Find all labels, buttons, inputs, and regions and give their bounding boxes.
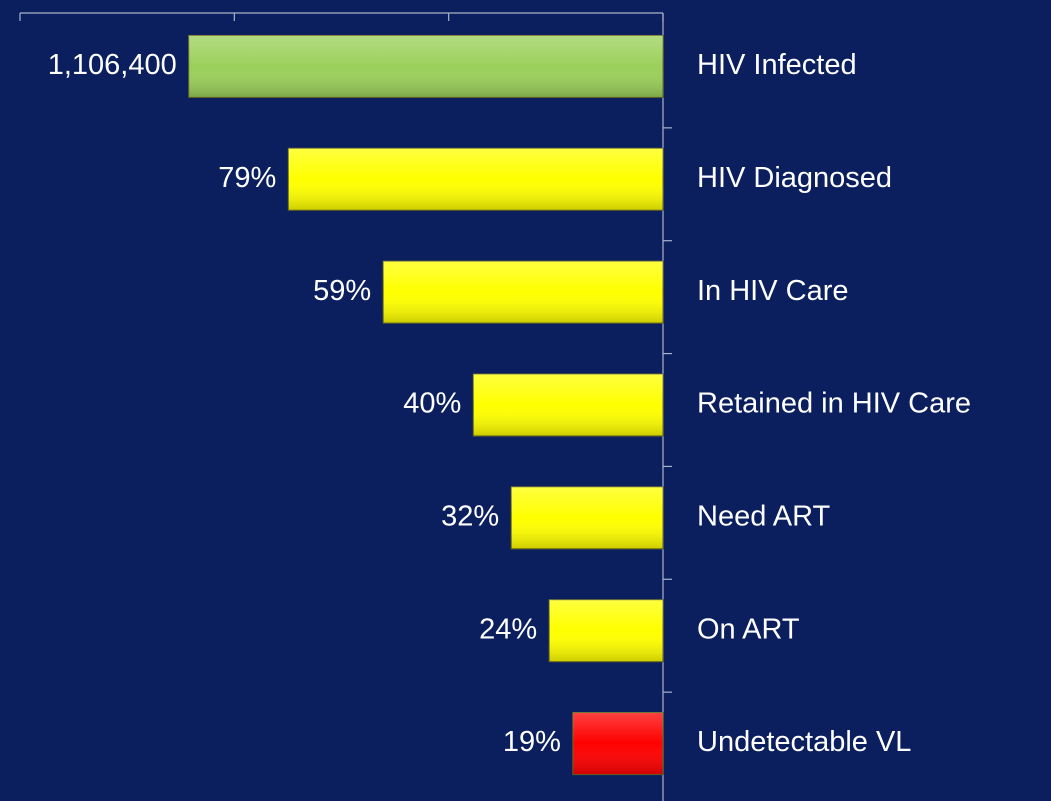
value-label: 79% <box>218 162 276 194</box>
bar-shade <box>288 148 663 211</box>
bar-shade <box>383 261 663 324</box>
category-label: HIV Diagnosed <box>697 162 892 194</box>
bar-shade <box>549 599 663 662</box>
category-label: In HIV Care <box>697 275 849 307</box>
value-label: 59% <box>313 275 371 307</box>
bar-shade <box>473 374 663 436</box>
value-label: 32% <box>441 501 499 533</box>
category-label: Need ART <box>697 501 831 533</box>
bar-shade <box>572 712 663 775</box>
bar-shade <box>188 35 663 98</box>
bar-shade <box>511 486 663 549</box>
value-label: 40% <box>403 388 461 420</box>
category-label: HIV Infected <box>697 49 857 81</box>
category-label: Retained in HIV Care <box>697 388 971 420</box>
category-label: On ART <box>697 613 800 645</box>
value-label: 1,106,400 <box>48 49 177 81</box>
category-label: Undetectable VL <box>697 726 911 758</box>
value-label: 19% <box>503 726 561 758</box>
value-label: 24% <box>479 613 537 645</box>
